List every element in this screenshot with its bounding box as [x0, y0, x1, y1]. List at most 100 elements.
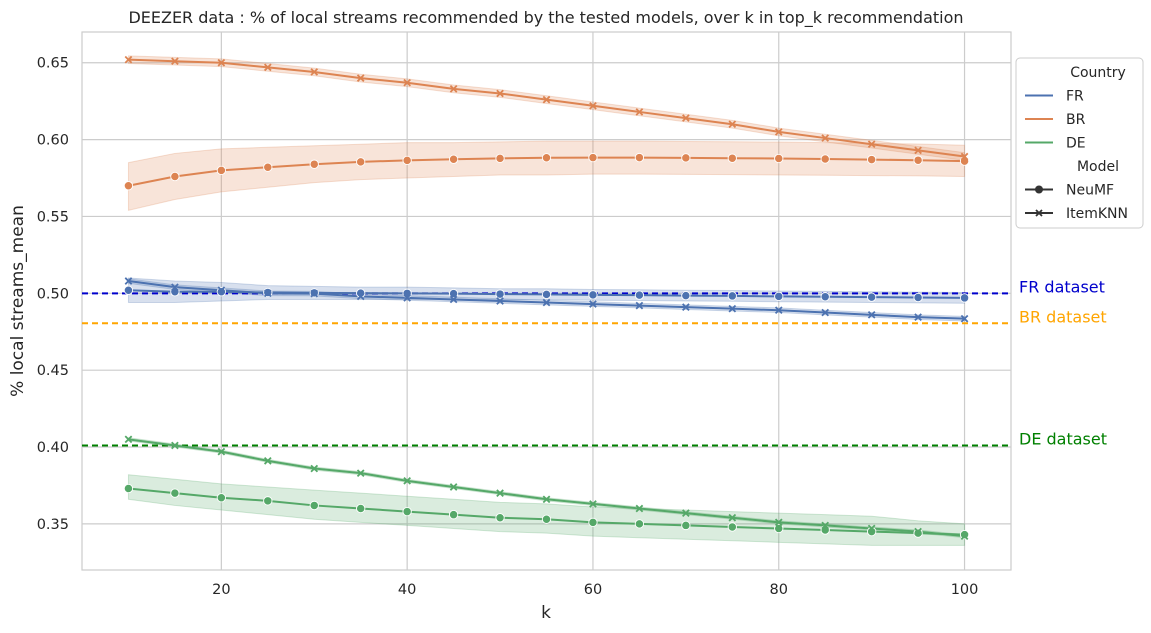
data-point [914, 146, 922, 155]
legend-entry: BR [1066, 112, 1086, 128]
data-point [495, 513, 505, 523]
data-point [170, 171, 180, 182]
y-tick-label: 0.65 [37, 56, 69, 72]
legend-title: Country [1070, 65, 1126, 81]
data-point [727, 291, 737, 301]
data-point [635, 504, 644, 513]
plot-area [81, 31, 1012, 571]
data-point [402, 506, 412, 517]
data-point [635, 301, 644, 310]
data-point [124, 277, 133, 285]
data-point [681, 520, 691, 531]
data-point [682, 509, 690, 517]
data-point [310, 68, 319, 76]
data-point [820, 154, 830, 164]
data-point [867, 524, 876, 533]
x-tick-label: 100 [951, 582, 979, 598]
data-point [403, 477, 411, 485]
reference-line-label: FR dataset [1019, 277, 1105, 296]
series-markers [123, 55, 970, 541]
legend-box [1015, 57, 1144, 229]
data-point [913, 155, 923, 165]
data-point [542, 495, 551, 504]
data-point [403, 78, 411, 87]
data-point [216, 165, 227, 175]
data-point [774, 523, 784, 534]
data-point [217, 447, 226, 456]
reference-line-label: BR dataset [1019, 307, 1107, 326]
data-point [728, 304, 737, 313]
data-point [309, 159, 319, 169]
data-point [123, 181, 134, 191]
data-point [774, 306, 783, 315]
y-axis-label: % local streams_mean [8, 205, 28, 397]
data-point [448, 288, 459, 299]
data-point [542, 95, 551, 104]
data-point [541, 153, 552, 163]
data-point [774, 128, 783, 136]
data-point [821, 134, 830, 142]
y-tick-label: 0.55 [37, 209, 69, 225]
data-point [821, 308, 830, 317]
data-point [635, 108, 644, 116]
legend-marker [1035, 209, 1043, 217]
data-point [123, 285, 134, 295]
data-point [774, 291, 784, 302]
data-point [356, 503, 366, 514]
data-point [496, 89, 504, 98]
data-point [588, 152, 598, 163]
data-point [867, 140, 876, 149]
legend-marker [1035, 185, 1043, 194]
data-point [867, 154, 877, 165]
data-point [217, 286, 226, 295]
data-point [356, 292, 365, 301]
data-point [821, 521, 830, 530]
data-point [728, 120, 737, 129]
data-point [123, 483, 134, 494]
data-point [959, 293, 970, 303]
data-point [682, 303, 690, 311]
data-point [263, 457, 272, 465]
data-point [541, 514, 552, 524]
y-tick-labels: 0.35 0.40 0.45 0.50 0.55 0.60 0.65 [37, 56, 69, 533]
x-tick-labels: 20 40 60 80 100 [212, 582, 978, 598]
y-tick-label: 0.50 [37, 286, 69, 302]
data-point [449, 483, 458, 491]
data-point [495, 289, 505, 299]
data-point [170, 488, 180, 498]
x-tick-label: 80 [770, 582, 788, 598]
data-point [356, 469, 365, 477]
data-point [216, 287, 227, 297]
data-point [402, 155, 412, 166]
data-point [310, 289, 319, 298]
data-point [867, 310, 876, 319]
x-tick-label: 40 [398, 582, 416, 598]
data-point [263, 496, 273, 506]
data-point [959, 529, 970, 540]
data-point [634, 519, 645, 529]
data-point [960, 532, 969, 541]
data-point [263, 162, 273, 172]
data-point [263, 63, 272, 72]
data-point [682, 114, 690, 122]
data-point [171, 283, 179, 292]
data-point [310, 464, 319, 473]
data-point [589, 300, 597, 308]
legend-title: Model [1077, 159, 1119, 175]
data-point [588, 290, 598, 300]
data-point [216, 493, 227, 503]
x-tick-label: 20 [212, 582, 230, 598]
data-point [309, 500, 319, 511]
data-point [124, 55, 133, 64]
reference-line-label: DE dataset [1019, 429, 1107, 448]
chart-title: DEEZER data : % of local streams recomme… [128, 8, 963, 28]
data-point [774, 518, 783, 527]
y-tick-label: 0.40 [37, 440, 69, 456]
legend-entry: FR [1066, 89, 1084, 105]
data-point [960, 152, 969, 161]
legend-entry: NeuMF [1066, 183, 1114, 199]
data-point [217, 58, 226, 67]
data-point [727, 522, 737, 532]
data-point [681, 290, 691, 301]
